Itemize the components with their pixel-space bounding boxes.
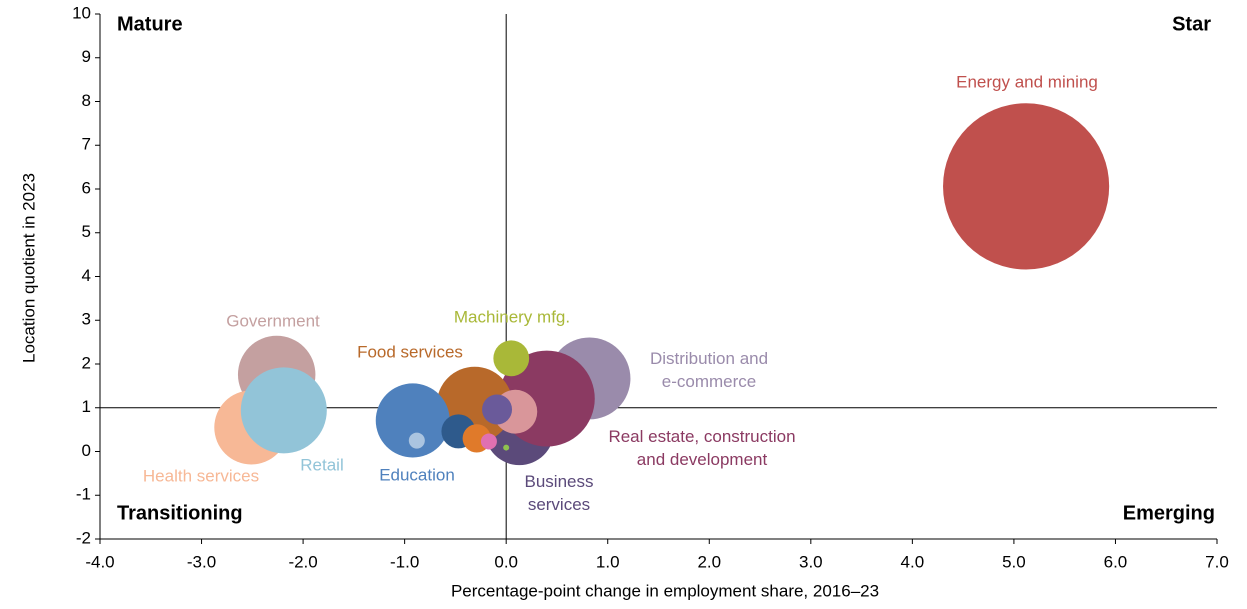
x-tick-label: 6.0	[1104, 552, 1128, 571]
bubble	[375, 383, 450, 458]
bubble-label: Machinery mfg.	[454, 307, 570, 326]
bubble-label-line: Real estate, construction	[608, 427, 795, 446]
x-tick-label: -3.0	[187, 552, 216, 571]
y-tick-label: 6	[82, 178, 91, 197]
y-tick-label: -2	[76, 528, 91, 547]
x-tick-label: 0.0	[494, 552, 518, 571]
x-tick-label: 3.0	[799, 552, 823, 571]
y-tick-label: 9	[82, 47, 91, 66]
x-tick-label: 1.0	[596, 552, 620, 571]
x-tick-label: 4.0	[901, 552, 925, 571]
quadrant-label: Mature	[117, 13, 183, 35]
bubble-label: Business services	[525, 472, 594, 514]
y-axis-title: Location quotient in 2023	[19, 173, 38, 363]
x-tick-label: 2.0	[697, 552, 721, 571]
bubble-label-line: Business	[525, 472, 594, 491]
bubble	[503, 444, 510, 451]
bubble-label: Health services	[143, 466, 259, 485]
x-tick-label: -2.0	[288, 552, 317, 571]
y-tick-label: 10	[72, 3, 91, 22]
x-tick-label: 7.0	[1205, 552, 1229, 571]
quadrant-label: Emerging	[1123, 502, 1215, 524]
bubble	[240, 367, 327, 454]
bubble	[493, 340, 530, 377]
y-tick-label: 7	[82, 135, 91, 154]
y-tick-label: -1	[76, 485, 91, 504]
x-tick-label: -1.0	[390, 552, 419, 571]
bubble-label: Real estate, construction and development	[608, 427, 795, 469]
y-tick-label: 8	[82, 91, 91, 110]
y-tick-label: 2	[82, 353, 91, 372]
bubble	[943, 103, 1110, 270]
bubble-label-line: Distribution and	[650, 349, 768, 368]
x-tick-label: 5.0	[1002, 552, 1026, 571]
y-tick-label: 4	[82, 266, 91, 285]
bubble-label: Distribution and e-commerce	[650, 349, 768, 391]
bubble-label-line: and development	[637, 450, 768, 469]
bubble-label-line: services	[528, 495, 590, 514]
bubble-label: Education	[379, 465, 455, 484]
quadrant-label: Transitioning	[117, 502, 243, 524]
bubble	[408, 432, 425, 449]
quadrant-label: Star	[1172, 13, 1211, 35]
bubble-label: Food services	[357, 342, 463, 361]
bubble-label-line: e-commerce	[662, 372, 756, 391]
bubble-label: Government	[226, 311, 320, 330]
y-tick-label: 5	[82, 222, 91, 241]
bubble-label: Retail	[300, 455, 343, 474]
x-axis-title: Percentage-point change in employment sh…	[451, 581, 879, 600]
y-tick-label: 0	[82, 441, 91, 460]
x-tick-label: -4.0	[85, 552, 114, 571]
y-tick-label: 1	[82, 397, 91, 416]
bubble-label: Energy and mining	[956, 72, 1098, 91]
y-tick-label: 3	[82, 310, 91, 329]
bubble	[482, 394, 513, 425]
bubble	[480, 433, 497, 450]
